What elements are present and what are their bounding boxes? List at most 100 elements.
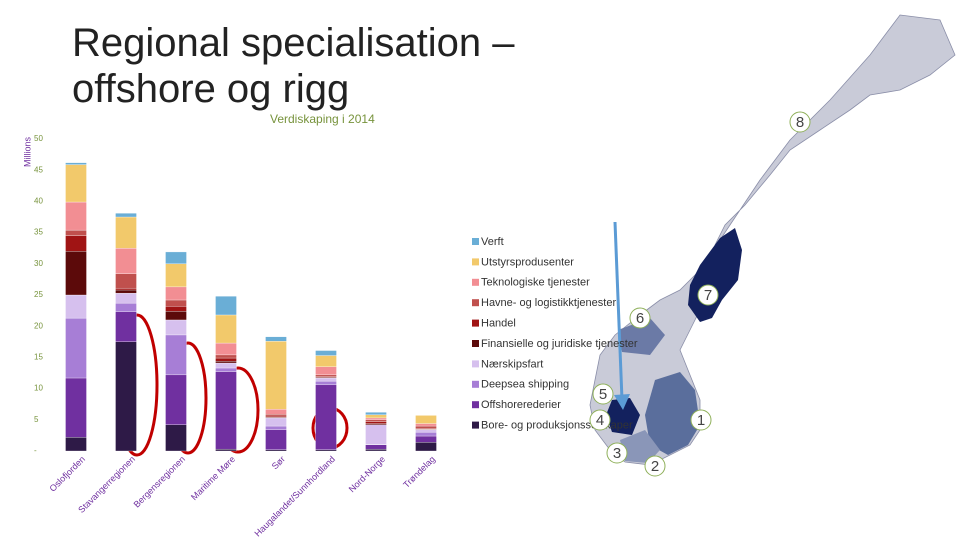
legend-swatch: [472, 380, 479, 388]
x-tick-label: Trøndelag: [401, 454, 437, 490]
y-axis-label: Millions: [22, 137, 32, 168]
bar-segment: [415, 425, 437, 429]
legend-label: Finansielle og juridiske tjenester: [481, 338, 638, 350]
map-number: 7: [704, 287, 712, 304]
map-number-ring: [592, 383, 614, 405]
bar-segment: [315, 374, 337, 377]
y-tick-label: 15: [34, 353, 43, 362]
x-tick-label: Stavangerregionen: [76, 454, 137, 515]
y-tick-label: 20: [34, 321, 43, 330]
map-number-ring: [789, 111, 811, 133]
y-tick-label: 25: [34, 290, 43, 299]
x-tick-label: Maritime Møre: [189, 454, 237, 502]
map-number-ring: [629, 307, 651, 329]
bar-segment: [65, 377, 87, 438]
map-number-ring: [606, 442, 628, 464]
bar-segment: [165, 319, 187, 336]
map-number: 8: [796, 114, 804, 131]
bar-segment: [115, 273, 137, 289]
legend-label: Teknologiske tjenester: [481, 277, 590, 289]
bar-segment: [115, 302, 137, 312]
bar-segment: [265, 336, 287, 342]
x-tick-label: Haugalandet/Sunnhordland: [253, 454, 338, 539]
legend-label: Utstyrsprodusenter: [481, 256, 574, 268]
map-number: 6: [636, 310, 644, 327]
bar-segment: [265, 415, 287, 418]
bar-segment: [165, 374, 187, 425]
bar-segment: [365, 448, 387, 452]
bar-segment: [165, 299, 187, 307]
map-number: 1: [697, 412, 705, 429]
map-number: 3: [613, 445, 621, 462]
bar-segment: [65, 294, 87, 319]
y-tick-label: 30: [34, 259, 43, 268]
legend-swatch: [472, 421, 479, 429]
bar-segment: [115, 213, 137, 218]
bar-segment: [165, 286, 187, 301]
bar-segment: [215, 296, 237, 316]
bar-segment: [365, 423, 387, 425]
y-tick-label: 5: [34, 415, 39, 424]
bar-segment: [365, 419, 387, 422]
legend-label: Verft: [481, 236, 504, 248]
bar-segment: [215, 360, 237, 364]
map-number-ring: [697, 284, 719, 306]
legend-swatch: [472, 319, 479, 327]
bar-segment: [215, 371, 237, 450]
bar-segment: [215, 357, 237, 362]
map-number: 5: [599, 386, 607, 403]
x-tick-label: Oslofjorden: [47, 454, 87, 494]
bar-segment: [415, 415, 437, 424]
map-number-ring: [690, 409, 712, 431]
bar-segment: [165, 306, 187, 312]
bar-segment: [215, 367, 237, 372]
bar-segment: [265, 417, 287, 427]
bar-segment: [315, 377, 337, 382]
map-number-ring: [644, 455, 666, 477]
bar-segment: [115, 216, 137, 249]
bar-segment: [215, 314, 237, 344]
bar-segment: [365, 414, 387, 419]
bar-segment: [65, 164, 87, 203]
bar-segment: [365, 424, 387, 445]
bar-segment: [265, 425, 287, 430]
x-tick-label: Sør: [270, 454, 287, 471]
legend-swatch: [472, 360, 479, 368]
map-norway: [589, 14, 956, 466]
bar-segment: [165, 263, 187, 288]
bar-segment: [265, 341, 287, 410]
bar-segment: [215, 362, 237, 369]
bar-segment: [265, 414, 287, 417]
bar-segment: [65, 317, 87, 379]
bar-segment: [315, 366, 337, 376]
map: [589, 14, 956, 466]
bar-segment: [165, 251, 187, 264]
map-region-trondelag: [688, 228, 742, 322]
bar-segment: [215, 342, 237, 356]
map-region-agder: [620, 430, 660, 463]
bar-segment: [365, 412, 387, 415]
x-tick-label: Bergensregionen: [132, 454, 188, 510]
legend-swatch: [472, 340, 479, 347]
legend-swatch: [472, 258, 479, 266]
bar-segment: [415, 442, 437, 452]
legend-label: Nærskipsfart: [481, 358, 543, 370]
bar-segment: [165, 311, 187, 321]
y-tick-label: 40: [34, 197, 43, 206]
legend-swatch: [472, 401, 479, 409]
map-number-ring: [589, 409, 611, 431]
map-region-west: [606, 398, 640, 435]
legend-label: Handel: [481, 318, 516, 330]
bar-segment: [415, 423, 437, 427]
bar-segment: [65, 229, 87, 236]
bar-segment: [265, 409, 287, 415]
bar-segment: [365, 444, 387, 450]
legend-label: Offshorerederier: [481, 399, 561, 411]
bar-segment: [115, 289, 137, 294]
y-tick-label: 10: [34, 384, 43, 393]
bar-segment: [65, 437, 87, 452]
bar-segment: [215, 448, 237, 452]
map-region-more: [618, 318, 665, 355]
map-arrow: [613, 221, 624, 401]
